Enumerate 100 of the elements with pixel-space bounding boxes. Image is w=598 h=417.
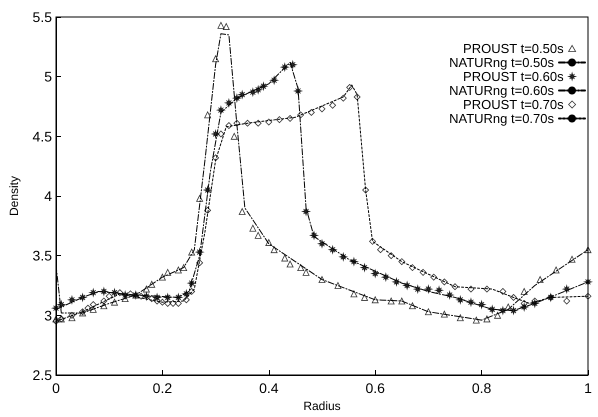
x-tick-label: 0.8 (472, 380, 492, 396)
point (254, 232, 262, 239)
point (222, 23, 230, 30)
point (318, 105, 326, 112)
point (196, 248, 204, 256)
point (392, 278, 400, 286)
y-tick-label: 3 (44, 307, 52, 324)
point (196, 259, 204, 266)
point (424, 285, 432, 293)
point (196, 194, 204, 202)
point (164, 300, 172, 307)
legend-label: PROUST t=0.60s (463, 69, 564, 84)
point (122, 295, 129, 302)
point (170, 300, 176, 307)
point (281, 254, 288, 262)
point (488, 305, 496, 314)
point (420, 268, 426, 276)
point (244, 120, 251, 127)
y-tick-label: 5.5 (32, 9, 52, 25)
y-tick-label: 4.5 (32, 128, 52, 144)
point (182, 296, 190, 304)
point (468, 286, 474, 292)
point (584, 246, 592, 254)
point (339, 252, 348, 261)
point (494, 312, 501, 319)
point (498, 306, 507, 314)
point (84, 304, 92, 312)
point (68, 312, 76, 319)
point (106, 292, 113, 300)
y-axis-title: Density (7, 176, 21, 216)
point (568, 256, 576, 263)
legend-label: PROUST t=0.50s (463, 41, 564, 56)
point (212, 154, 219, 162)
point (280, 63, 289, 72)
point (148, 280, 156, 288)
point (409, 264, 416, 271)
point (302, 268, 310, 276)
point (265, 118, 272, 126)
point (116, 289, 124, 296)
point (90, 306, 97, 313)
point (127, 290, 134, 298)
point (180, 264, 188, 271)
point (440, 278, 448, 286)
x-tick-label: 1 (584, 380, 592, 396)
point (159, 274, 166, 281)
y-tick-label: 4 (44, 188, 52, 204)
legend-label: PROUST t=0.70s (463, 97, 564, 112)
point (328, 246, 337, 254)
point (452, 283, 458, 290)
y-tick-label: 5 (44, 68, 52, 85)
point (584, 292, 592, 300)
point (164, 294, 172, 302)
point (372, 296, 379, 304)
point (409, 302, 416, 310)
point (52, 318, 60, 325)
point (350, 290, 358, 298)
point (276, 116, 283, 124)
legend-label: NATURng t=0.50s (449, 55, 554, 70)
point (297, 264, 304, 271)
point (111, 298, 118, 306)
point (472, 316, 480, 324)
point (232, 94, 241, 102)
point (308, 109, 315, 116)
point (377, 246, 384, 254)
point (260, 82, 268, 90)
point (403, 282, 412, 290)
point (435, 286, 443, 294)
point (52, 316, 60, 322)
point (212, 55, 219, 62)
point (138, 292, 145, 300)
point (484, 316, 490, 322)
point (217, 106, 225, 114)
x-tick-label: 0.4 (259, 380, 279, 396)
point (484, 286, 490, 292)
point (456, 314, 464, 322)
point (430, 274, 438, 281)
point (218, 22, 224, 29)
point (584, 278, 592, 286)
point (310, 231, 318, 240)
point (238, 90, 246, 98)
legend-label: NATURng t=0.60s (449, 83, 554, 98)
point (536, 276, 544, 283)
point (225, 99, 233, 107)
point (382, 273, 390, 282)
point (218, 130, 224, 138)
point (188, 288, 196, 295)
point (552, 266, 560, 274)
point (388, 252, 395, 260)
point (174, 294, 182, 302)
point (286, 260, 294, 268)
point (188, 279, 196, 288)
point (57, 300, 66, 308)
point (446, 291, 454, 299)
point (510, 306, 518, 314)
point (254, 86, 262, 94)
point (456, 296, 464, 304)
point (354, 94, 361, 100)
point (329, 102, 336, 109)
point (78, 294, 86, 302)
y-tick-label: 3.5 (32, 248, 52, 264)
